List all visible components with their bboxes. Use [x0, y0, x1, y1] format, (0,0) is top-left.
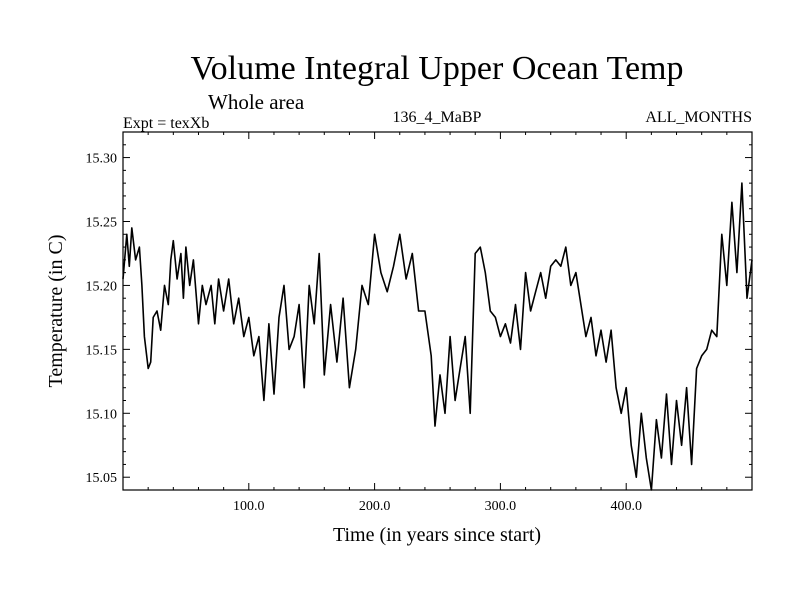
- y-tick-label: 15.20: [86, 279, 118, 294]
- y-tick-label: 15.15: [86, 343, 118, 358]
- months-label: ALL_MONTHS: [645, 109, 752, 126]
- y-tick-label: 15.25: [86, 216, 118, 231]
- x-tick-label: 200.0: [359, 499, 391, 514]
- plot-frame: [122, 131, 753, 491]
- x-axis-label: Time (in years since start): [333, 524, 541, 546]
- x-tick-label: 300.0: [485, 499, 517, 514]
- x-tick-label: 400.0: [610, 499, 642, 514]
- experiment-label: Expt = texXb: [123, 115, 209, 132]
- x-axis: 100.0 200.0 300.0 400.0: [147, 132, 728, 514]
- chart-subtitle: Whole area: [208, 90, 305, 114]
- y-axis-label: Temperature (in C): [45, 235, 67, 388]
- y-axis: 15.05 15.10 15.15 15.20 15.25 15.30: [86, 144, 752, 486]
- temperature-series-line: [122, 182, 753, 491]
- x-tick-label: 100.0: [233, 499, 265, 514]
- y-tick-label: 15.30: [86, 152, 118, 167]
- chart-title: Volume Integral Upper Ocean Temp: [191, 50, 684, 87]
- period-label: 136_4_MaBP: [393, 109, 482, 126]
- y-tick-label: 15.05: [86, 471, 118, 486]
- y-tick-label: 15.10: [86, 407, 118, 422]
